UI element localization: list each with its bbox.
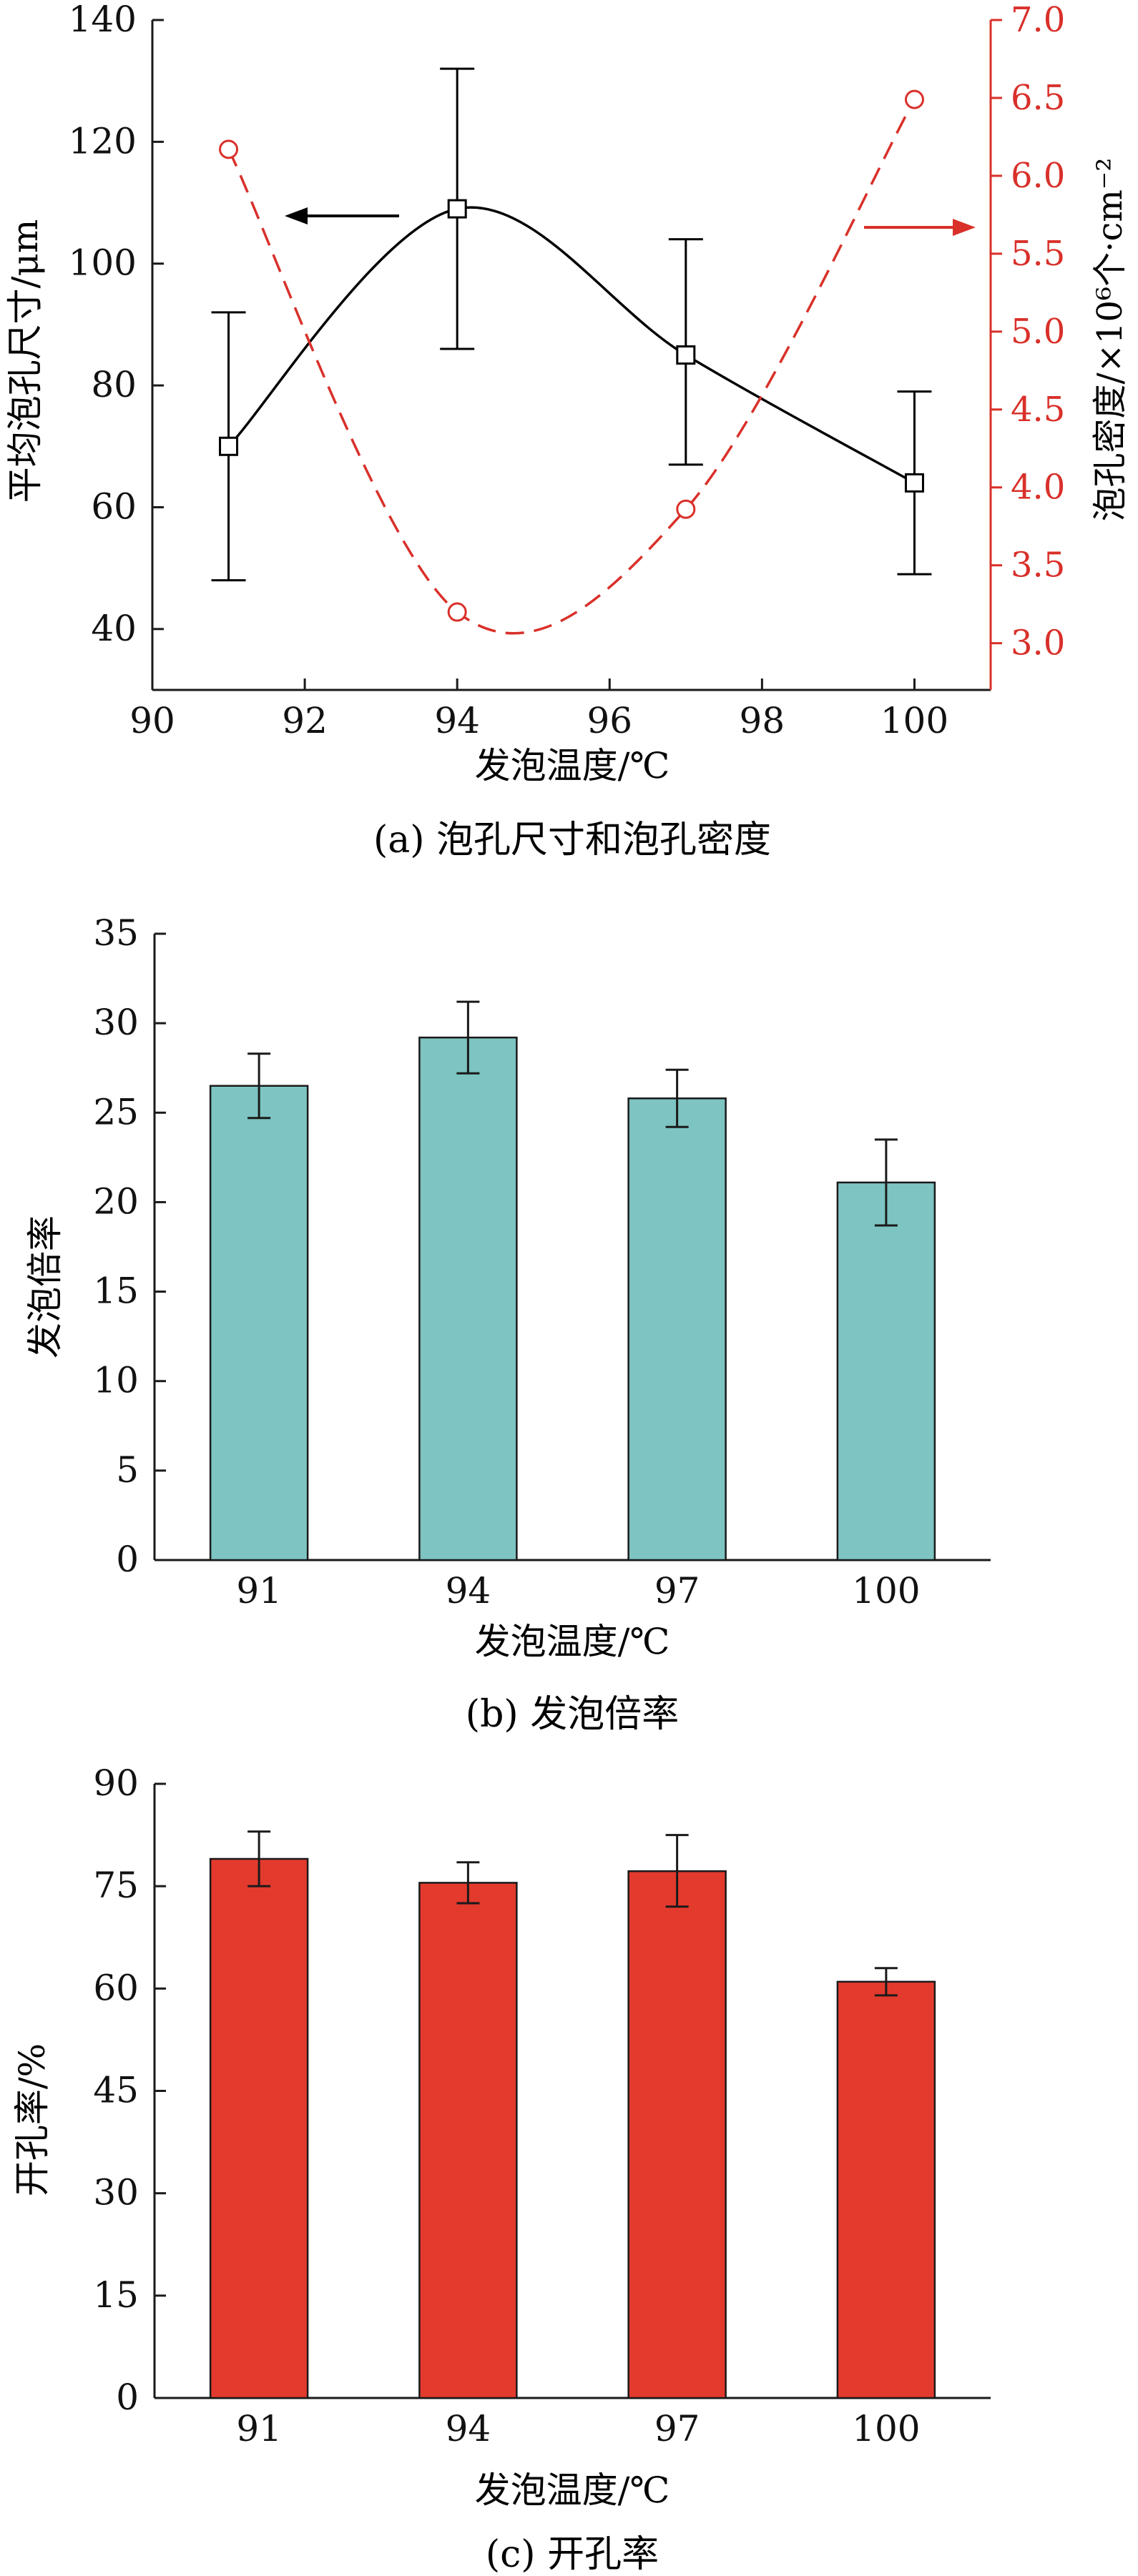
panel-a-x-tick-label: 98 xyxy=(740,700,785,741)
panel-a-density-marker xyxy=(447,602,467,622)
panel-b-bar xyxy=(418,1036,518,1561)
panel-c-marks: 0 15 30 45 60 75 90 91 94 97 100 xyxy=(93,1762,991,2449)
panel-a-right-y-tick-label: 4.5 xyxy=(1011,390,1065,430)
panel-b-marks: 0 5 10 15 20 25 30 35 91 94 97 100 xyxy=(93,912,991,1612)
panel-c-y-tick-label: 75 xyxy=(93,1865,139,1906)
panel-c-bar xyxy=(209,1857,309,2399)
panel-c-x-tick-label: 97 xyxy=(654,2408,700,2449)
panel-a-x-tick-label: 100 xyxy=(881,700,948,741)
panel-a-density-marker xyxy=(904,89,924,109)
panel-a-left-y-tick-label: 100 xyxy=(69,242,137,284)
panel-b-bar xyxy=(209,1085,309,1561)
panel-a-x-tick-label: 94 xyxy=(434,700,480,741)
panel-b-x-tick-label: 91 xyxy=(236,1570,282,1612)
panel-a-right-y-tick-label: 5.0 xyxy=(1011,312,1065,352)
panel-b-y-tick-label: 25 xyxy=(93,1091,139,1132)
panel-a-density-series-line xyxy=(227,99,916,635)
panel-a-right-y-tick-label: 6.0 xyxy=(1011,156,1065,196)
panel-a-x-tick-label: 90 xyxy=(129,700,175,741)
panel-a-right-y-tick-label: 7.0 xyxy=(1011,0,1065,40)
panel-a-size-marker xyxy=(904,473,924,493)
panel-a-left-y-tick-label: 60 xyxy=(91,485,137,527)
panel-a-left-y-tick-label: 140 xyxy=(69,0,137,40)
panel-a-right-y-tick-label: 5.5 xyxy=(1011,234,1065,274)
panel-a-right-y-tick-label: 3.5 xyxy=(1011,546,1065,586)
panel-c-y-tick-label: 0 xyxy=(116,2377,139,2418)
panel-b-y-tick-label: 5 xyxy=(116,1449,139,1491)
panel-b-x-axis-label: 发泡温度/℃ xyxy=(475,1621,670,1662)
panel-c-bar xyxy=(418,1882,518,2399)
panel-a-caption: (a) 泡孔尺寸和泡孔密度 xyxy=(373,819,771,862)
panel-b-bar xyxy=(836,1181,936,1561)
panel-c-bar xyxy=(627,1870,727,2399)
panel-b-y-axis-label: 发泡倍率 xyxy=(24,1215,66,1358)
panel-b-y-tick-label: 15 xyxy=(93,1270,139,1312)
panel-a-size-marker xyxy=(219,436,239,456)
panel-c-y-tick-label: 30 xyxy=(93,2172,139,2214)
panel-a-density-marker xyxy=(676,499,696,519)
panel-c-open-cell-ratio: 0 15 30 45 60 75 90 91 94 97 100 发泡温度/℃ 开孔率/% (c) … xyxy=(11,1762,991,2576)
panel-c-y-tick-label: 90 xyxy=(93,1762,139,1804)
panel-a-x-tick-label: 92 xyxy=(282,700,328,741)
panel-a-right-y-tick-label: 6.5 xyxy=(1011,78,1065,118)
panel-b-x-tick-label: 97 xyxy=(654,1570,700,1612)
panel-c-x-tick-label: 94 xyxy=(446,2408,491,2449)
panel-a-size-marker xyxy=(676,345,696,365)
panel-c-y-tick-label: 60 xyxy=(93,1967,139,2008)
panel-b-caption: (b) 发泡倍率 xyxy=(466,1693,679,1736)
panel-c-x-axis-label: 发泡温度/℃ xyxy=(475,2469,670,2511)
panel-a-left-y-tick-label: 120 xyxy=(69,120,137,162)
panel-b-x-tick-label: 100 xyxy=(852,1570,920,1612)
panel-a-right-y-axis-label: 泡孔密度/×10⁶个·cm⁻² xyxy=(1090,158,1130,522)
panel-b-y-tick-label: 20 xyxy=(93,1180,139,1222)
panel-b-y-tick-label: 10 xyxy=(93,1360,139,1401)
panel-b-y-tick-label: 0 xyxy=(116,1539,139,1580)
panel-c-y-axis-label: 开孔率/% xyxy=(11,2043,53,2196)
panel-c-caption: (c) 开孔率 xyxy=(486,2533,659,2576)
panel-b-bar xyxy=(627,1097,727,1561)
panel-a-left-y-tick-label: 80 xyxy=(91,364,137,405)
panel-c-x-tick-label: 100 xyxy=(852,2408,920,2449)
panel-a-left-y-axis-label: 平均泡孔尺寸/μm xyxy=(4,219,46,503)
panel-a-size-marker xyxy=(447,199,467,219)
panel-b-y-tick-label: 30 xyxy=(93,1002,139,1043)
panel-b-x-tick-label: 94 xyxy=(446,1570,491,1612)
panel-a-left-y-tick-label: 40 xyxy=(91,608,137,649)
panel-c-x-tick-label: 91 xyxy=(236,2408,282,2449)
panel-b-foaming-ratio: 0 5 10 15 20 25 30 35 91 94 97 100 发泡温度/℃ 发泡倍率 (b) … xyxy=(24,912,991,1736)
panel-c-y-tick-label: 45 xyxy=(93,2070,139,2111)
panel-a-x-axis-label: 发泡温度/℃ xyxy=(475,745,670,786)
panel-a-right-y-tick-label: 3.0 xyxy=(1011,623,1065,663)
panel-a-x-tick-label: 96 xyxy=(587,700,632,741)
panel-c-y-tick-label: 15 xyxy=(93,2274,139,2316)
panel-a-size-and-density: 发泡温度/℃ 平均泡孔尺寸/μm 泡孔密度/×10⁶个·cm⁻² (a) 泡孔尺… xyxy=(4,0,1130,862)
panel-a-marks: 90 92 94 96 98 100 40 60 80 100 120 140 3.0 3.5 4.0 4.5… xyxy=(69,0,1066,741)
panel-a-density-marker xyxy=(219,139,239,159)
panel-a-size-series-line xyxy=(227,206,916,484)
panel-b-y-tick-label: 35 xyxy=(93,912,139,954)
panel-a-left-arrow-head xyxy=(285,207,308,224)
panel-c-bar xyxy=(836,1980,936,2399)
panel-a-right-y-tick-label: 4.0 xyxy=(1011,468,1065,508)
panel-a-right-arrow-head xyxy=(953,219,976,236)
